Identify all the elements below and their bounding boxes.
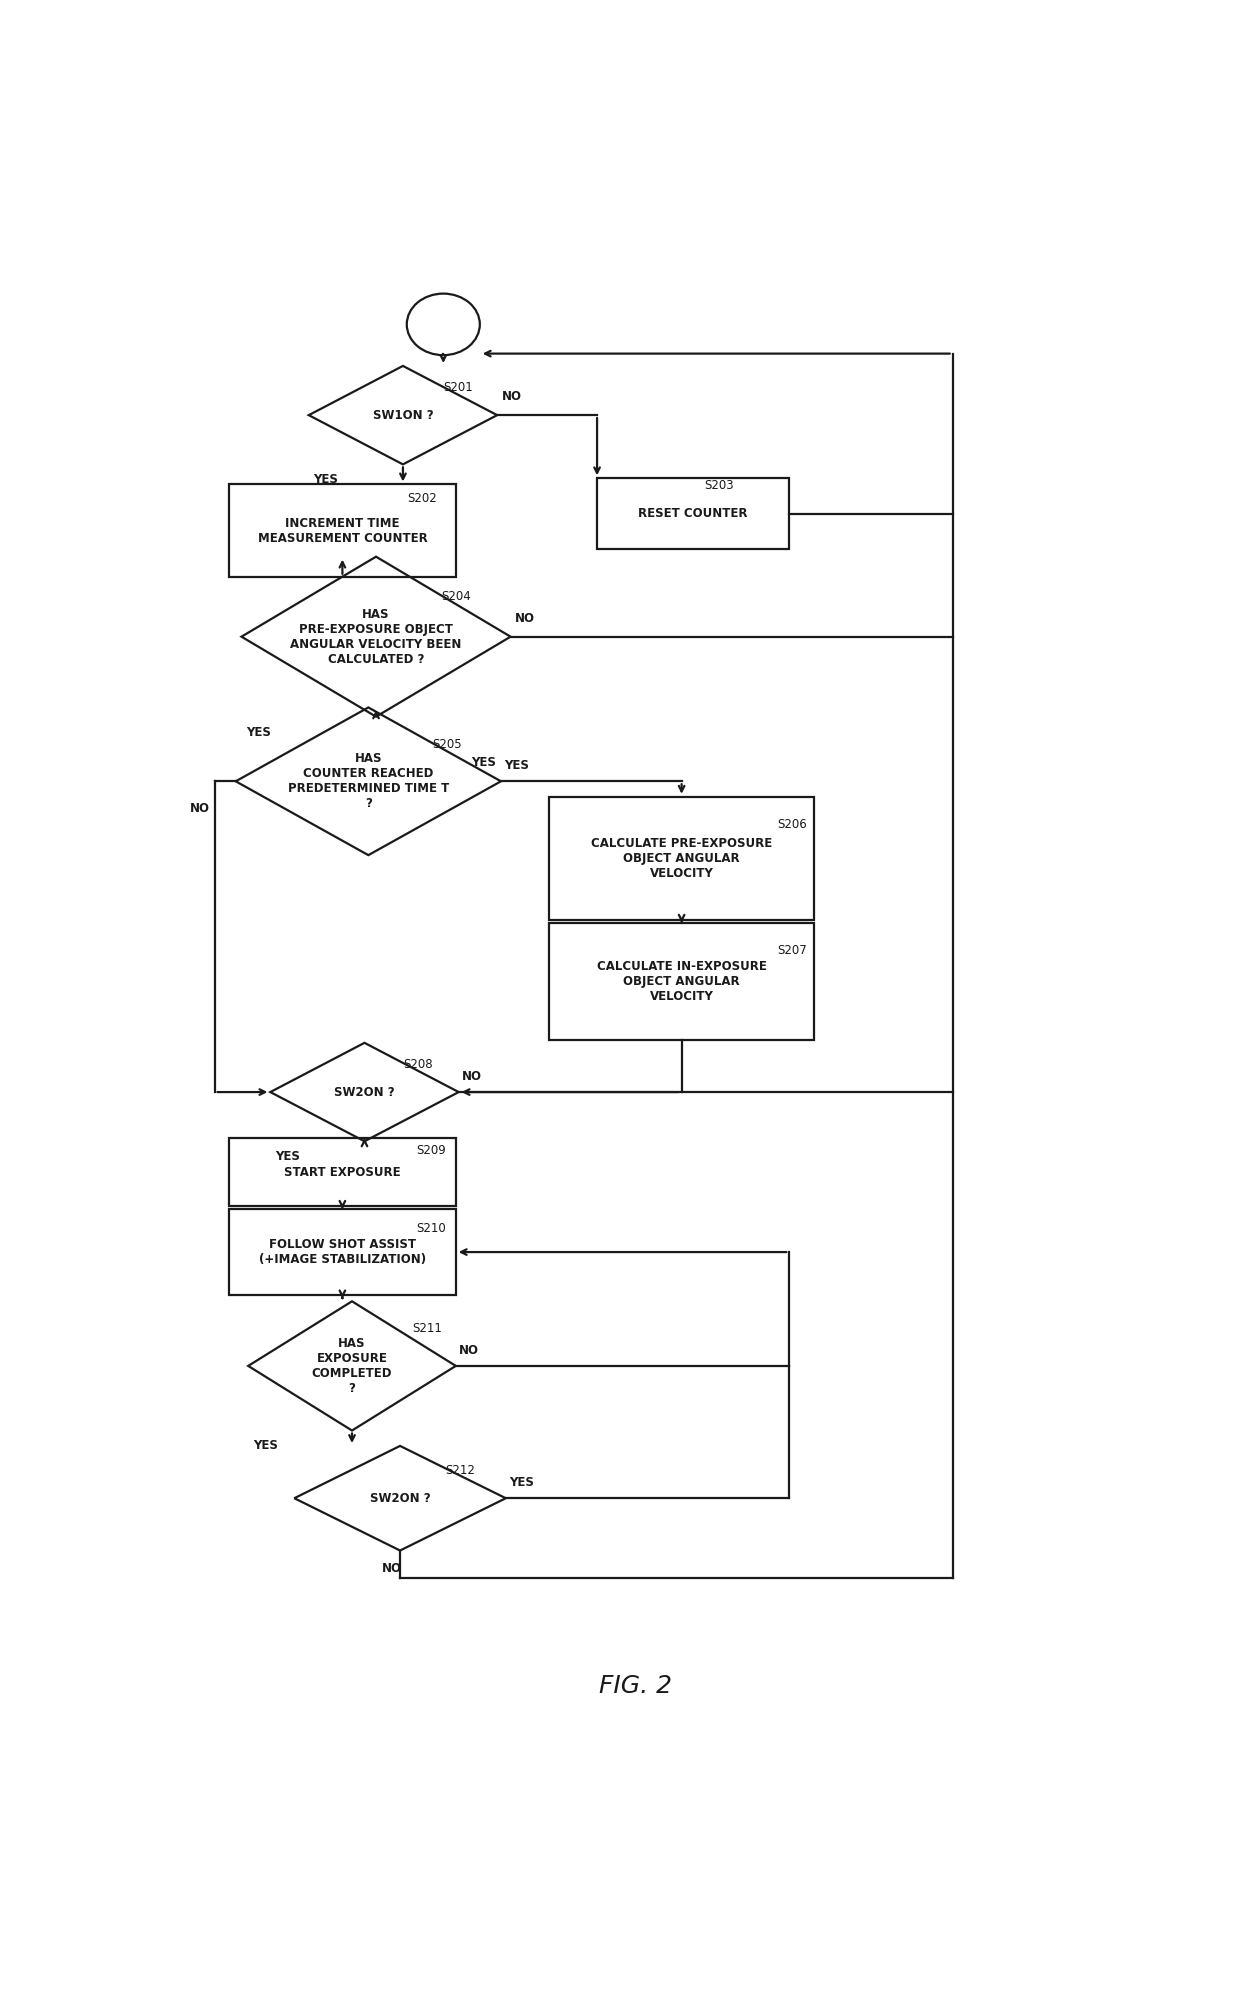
Text: S202: S202 [407,492,436,505]
Text: YES: YES [253,1439,278,1453]
Text: NO: NO [190,803,210,815]
Text: NO: NO [459,1345,479,1357]
Text: S207: S207 [777,943,807,957]
Text: YES: YES [508,1477,533,1489]
Text: NO: NO [461,1071,481,1083]
Text: YES: YES [247,725,272,739]
Text: YES: YES [275,1151,300,1163]
Text: YES: YES [314,474,339,486]
Text: S212: S212 [445,1465,475,1477]
Text: S209: S209 [417,1145,446,1157]
Text: YES: YES [503,759,528,773]
Text: S204: S204 [441,589,471,603]
Text: S210: S210 [417,1223,446,1235]
Text: FIG. 2: FIG. 2 [599,1674,672,1698]
Text: INCREMENT TIME
MEASUREMENT COUNTER: INCREMENT TIME MEASUREMENT COUNTER [258,517,428,545]
Text: S203: S203 [704,480,734,492]
Text: HAS
EXPOSURE
COMPLETED
?: HAS EXPOSURE COMPLETED ? [311,1337,392,1395]
Text: CALCULATE PRE-EXPOSURE
OBJECT ANGULAR
VELOCITY: CALCULATE PRE-EXPOSURE OBJECT ANGULAR VE… [591,837,773,879]
Text: S201: S201 [444,382,472,394]
Text: START EXPOSURE: START EXPOSURE [284,1165,401,1179]
Text: SW1ON ?: SW1ON ? [373,410,433,422]
Text: SW2ON ?: SW2ON ? [370,1493,430,1504]
Text: S208: S208 [403,1057,433,1071]
Text: SW2ON ?: SW2ON ? [335,1085,394,1099]
Text: FOLLOW SHOT ASSIST
(+IMAGE STABILIZATION): FOLLOW SHOT ASSIST (+IMAGE STABILIZATION… [259,1239,427,1267]
Text: S205: S205 [432,737,461,751]
Text: NO: NO [502,390,522,404]
Text: NO: NO [382,1562,402,1576]
Text: S211: S211 [413,1323,443,1335]
Text: HAS
PRE-EXPOSURE OBJECT
ANGULAR VELOCITY BEEN
CALCULATED ?: HAS PRE-EXPOSURE OBJECT ANGULAR VELOCITY… [290,607,461,665]
Text: NO: NO [516,611,536,625]
Text: HAS
COUNTER REACHED
PREDETERMINED TIME T
?: HAS COUNTER REACHED PREDETERMINED TIME T… [288,753,449,811]
Text: S206: S206 [777,817,807,831]
Text: YES: YES [471,757,496,769]
Text: CALCULATE IN-EXPOSURE
OBJECT ANGULAR
VELOCITY: CALCULATE IN-EXPOSURE OBJECT ANGULAR VEL… [596,959,766,1003]
Text: RESET COUNTER: RESET COUNTER [639,507,748,519]
